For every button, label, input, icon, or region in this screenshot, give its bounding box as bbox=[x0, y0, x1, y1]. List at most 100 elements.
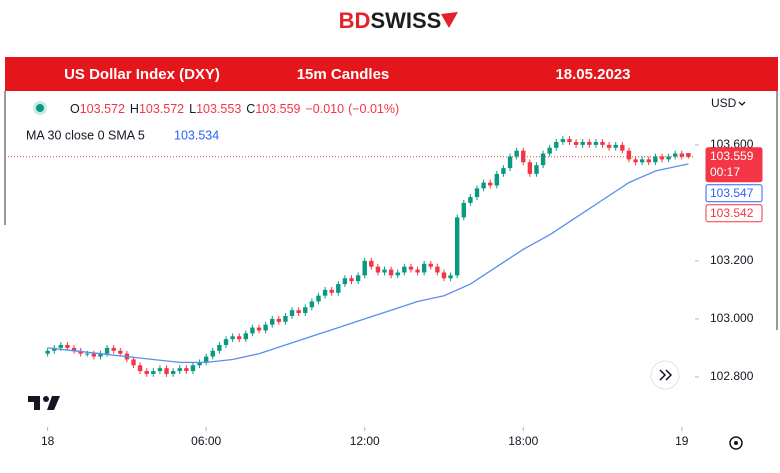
header-interval: 15m Candles bbox=[297, 66, 390, 83]
candle-body bbox=[91, 353, 97, 357]
scroll-button[interactable] bbox=[650, 360, 680, 390]
change: −0.010 bbox=[306, 102, 345, 116]
candle-body bbox=[620, 144, 625, 151]
candle-body bbox=[507, 156, 513, 169]
price-label: 103.542 bbox=[710, 206, 754, 220]
candle-body bbox=[217, 344, 222, 351]
candle-body bbox=[395, 272, 400, 276]
candle-body bbox=[316, 295, 321, 302]
candle-body bbox=[78, 350, 83, 354]
header-date: 18.05.2023 bbox=[555, 66, 630, 83]
settings-button[interactable] bbox=[729, 436, 743, 450]
price-label-box bbox=[705, 204, 763, 223]
candle-body bbox=[45, 350, 50, 354]
candle-body bbox=[560, 139, 566, 142]
x-tick-label: 12:00 bbox=[350, 434, 380, 448]
candle-body bbox=[606, 144, 612, 148]
candle-body bbox=[362, 260, 367, 276]
price-label: 103.559 bbox=[710, 149, 754, 163]
candle-body bbox=[111, 347, 116, 351]
candle-body bbox=[223, 339, 229, 345]
candle-body bbox=[402, 266, 407, 273]
candle-body bbox=[104, 347, 110, 354]
ohlc-key: L bbox=[189, 102, 196, 116]
candle-body bbox=[256, 327, 262, 331]
candle-body bbox=[296, 310, 301, 314]
header-title: US Dollar Index (DXY) bbox=[64, 66, 220, 83]
candle-body bbox=[355, 275, 361, 282]
ohlc-key: C bbox=[246, 102, 255, 116]
x-tick-label: 18 bbox=[41, 434, 55, 448]
candle-body bbox=[494, 173, 500, 186]
candle-body bbox=[329, 289, 334, 293]
candle-body bbox=[415, 269, 420, 273]
candle-body bbox=[672, 153, 678, 157]
candle-body bbox=[237, 336, 242, 340]
candle-body bbox=[137, 365, 143, 372]
currency-chevron[interactable] bbox=[738, 101, 746, 106]
candle-body bbox=[653, 156, 658, 163]
ohlc-key: O bbox=[70, 102, 80, 116]
candle-body bbox=[164, 368, 169, 374]
candle-body bbox=[408, 266, 414, 270]
candle-body bbox=[587, 141, 592, 145]
candle-body bbox=[679, 153, 684, 157]
price-label-time: 00:17 bbox=[710, 165, 740, 179]
logo-part: SWISS bbox=[370, 8, 441, 33]
candle-body bbox=[481, 182, 486, 189]
candle-body bbox=[540, 153, 546, 166]
candle-body bbox=[184, 368, 189, 372]
candle-body bbox=[263, 324, 268, 331]
x-tick-label: 18:00 bbox=[508, 434, 538, 448]
plot bbox=[45, 136, 691, 377]
candle-body bbox=[474, 188, 480, 198]
ohlc-value: 103.553 bbox=[196, 102, 241, 116]
candle-body bbox=[580, 141, 585, 145]
candle-body bbox=[547, 147, 552, 154]
candle-body bbox=[131, 359, 136, 366]
candle-body bbox=[428, 263, 433, 267]
y-tick-label: 103.000 bbox=[710, 311, 754, 325]
candle-body bbox=[71, 347, 77, 351]
header-bar bbox=[5, 57, 778, 91]
ma-line bbox=[47, 163, 689, 364]
candle-body bbox=[190, 365, 196, 372]
candle-body bbox=[441, 272, 447, 279]
candle-body bbox=[527, 162, 533, 174]
candle-body bbox=[382, 269, 387, 273]
candle-body bbox=[488, 182, 493, 186]
y-tick-label: 102.800 bbox=[710, 369, 754, 383]
ohlc-key: H bbox=[130, 102, 139, 116]
logo: BDSWISS bbox=[339, 8, 442, 33]
candle-body bbox=[197, 362, 202, 366]
candle-body bbox=[243, 333, 249, 340]
price-label: 103.547 bbox=[710, 186, 754, 200]
candle-body bbox=[85, 353, 90, 355]
status-dot bbox=[36, 104, 44, 112]
currency-label: USD bbox=[711, 96, 737, 110]
ohlc-value: 103.572 bbox=[139, 102, 184, 116]
candle-body bbox=[170, 371, 176, 374]
candle-body bbox=[151, 371, 156, 374]
candle-body bbox=[435, 266, 440, 273]
candle-body bbox=[289, 310, 295, 316]
indicator-name: MA 30 close 0 SMA 5 bbox=[26, 128, 145, 142]
candle-body bbox=[375, 266, 381, 273]
candle-body bbox=[369, 260, 374, 267]
candle-body bbox=[276, 318, 282, 322]
candle-body bbox=[454, 217, 460, 276]
candle-body bbox=[686, 152, 691, 157]
candle-body bbox=[203, 356, 209, 363]
candle-body bbox=[65, 344, 70, 348]
candle-body bbox=[283, 315, 288, 322]
x-tick-label: 19 bbox=[675, 434, 689, 448]
ohlc-value: 103.559 bbox=[255, 102, 300, 116]
price-label-box bbox=[705, 184, 763, 203]
logo-part: BD bbox=[339, 8, 371, 33]
candle-body bbox=[514, 150, 519, 157]
candle-body bbox=[639, 159, 645, 163]
candle-body bbox=[336, 284, 341, 293]
candle-body bbox=[177, 368, 182, 372]
candle-body bbox=[210, 350, 215, 357]
